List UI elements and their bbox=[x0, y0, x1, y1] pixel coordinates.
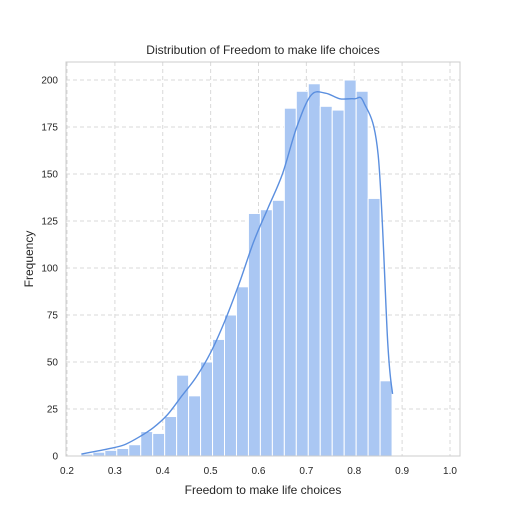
histogram-bar bbox=[212, 338, 226, 457]
kde-layer bbox=[81, 91, 394, 455]
histogram-bar bbox=[164, 416, 178, 457]
histogram-bar bbox=[295, 90, 309, 457]
bars-layer bbox=[80, 79, 393, 457]
histogram-bar bbox=[367, 197, 381, 457]
histogram-bar bbox=[259, 209, 273, 457]
histogram-bar bbox=[176, 374, 190, 457]
histogram-bar bbox=[104, 449, 118, 457]
histogram-bar bbox=[152, 432, 166, 457]
histogram-bar bbox=[128, 444, 142, 457]
histogram-bar bbox=[331, 109, 345, 457]
histogram-bar bbox=[116, 447, 130, 457]
histogram-bar bbox=[200, 361, 214, 457]
y-tick-label: 175 bbox=[41, 123, 58, 134]
plot-frame bbox=[65, 61, 461, 457]
y-tick-label: 0 bbox=[52, 452, 58, 463]
histogram-bar bbox=[235, 286, 249, 457]
x-tick-label: 0.3 bbox=[108, 466, 122, 477]
x-tick-label: 0.9 bbox=[395, 466, 409, 477]
histogram-bar bbox=[271, 199, 285, 457]
x-tick-label: 0.6 bbox=[252, 466, 266, 477]
histogram-bar bbox=[379, 380, 393, 457]
x-tick-label: 0.7 bbox=[299, 466, 313, 477]
chart-title: Distribution of Freedom to make life cho… bbox=[146, 43, 379, 57]
histogram-bar bbox=[188, 395, 202, 457]
histogram-bar bbox=[355, 90, 369, 457]
y-tick-label: 200 bbox=[41, 76, 58, 87]
y-tick-label: 150 bbox=[41, 170, 58, 181]
histogram-bar bbox=[307, 83, 321, 457]
y-tick-label: 50 bbox=[47, 358, 59, 369]
x-axis-label: Freedom to make life choices bbox=[185, 483, 342, 497]
x-tick-label: 1.0 bbox=[443, 466, 457, 477]
kde-curve bbox=[81, 91, 394, 455]
histogram-bar bbox=[319, 105, 333, 457]
x-tick-label: 0.8 bbox=[347, 466, 361, 477]
y-tick-label: 100 bbox=[41, 264, 58, 275]
y-tick-label: 125 bbox=[41, 217, 58, 228]
x-tick-label: 0.2 bbox=[60, 466, 74, 477]
x-tick-labels: 0.2 0.3 0.4 0.5 0.6 0.7 0.8 0.9 1.0 bbox=[60, 466, 457, 477]
histogram-bar bbox=[92, 451, 106, 457]
y-tick-label: 75 bbox=[47, 311, 59, 322]
x-tick-label: 0.5 bbox=[204, 466, 218, 477]
histogram-bar bbox=[224, 314, 237, 457]
y-axis-label: Frequency bbox=[22, 231, 36, 288]
histogram-bar bbox=[343, 79, 357, 457]
y-tick-label: 25 bbox=[47, 405, 59, 416]
y-tick-labels: 0 25 50 75 100 125 150 175 200 bbox=[41, 76, 58, 463]
x-tick-label: 0.4 bbox=[156, 466, 170, 477]
